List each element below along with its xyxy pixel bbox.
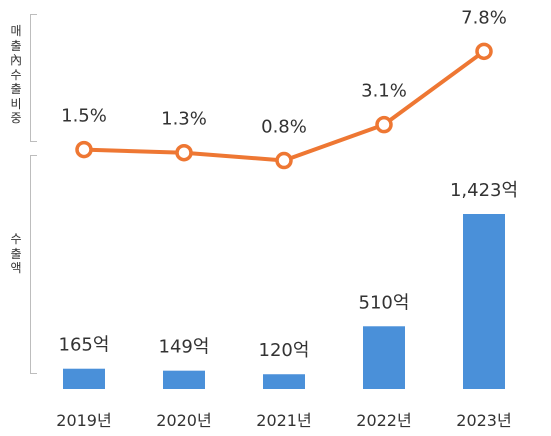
line-layer bbox=[75, 42, 493, 170]
x-tick-label: 2021년 bbox=[256, 411, 311, 430]
ratio-axis-bracket bbox=[30, 14, 37, 142]
bar bbox=[163, 370, 205, 389]
ratio-axis-label: 매출內수출비중 bbox=[9, 24, 22, 125]
x-tick-label: 2023년 bbox=[456, 411, 511, 430]
ratio-line bbox=[83, 49, 486, 163]
line-data-label: 0.8% bbox=[261, 117, 307, 138]
line-point bbox=[175, 143, 193, 162]
export-axis-bracket bbox=[30, 155, 37, 374]
bar bbox=[463, 214, 505, 389]
x-tick-label: 2022년 bbox=[356, 411, 411, 430]
line-data-label: 1.3% bbox=[161, 109, 207, 130]
labels-layer: 165억 149억 120억 510억 1,423억 1.5% 1.3% 0.8% 3.1% 7.… bbox=[59, 7, 519, 361]
bar-data-label: 1,423억 bbox=[450, 180, 518, 201]
x-tick-label: 2020년 bbox=[156, 411, 211, 430]
bar bbox=[363, 326, 405, 389]
line-data-label: 7.8% bbox=[461, 7, 507, 28]
bar-data-label: 120억 bbox=[259, 340, 310, 361]
bar bbox=[63, 368, 105, 389]
x-tick-label: 2019년 bbox=[56, 411, 111, 430]
line-point bbox=[75, 140, 93, 159]
line-data-label: 3.1% bbox=[361, 81, 407, 102]
line-point bbox=[375, 115, 393, 134]
bar bbox=[263, 374, 305, 389]
line-point bbox=[275, 151, 293, 170]
x-axis-ticks: 2019년 2020년 2021년 2022년 2023년 bbox=[56, 411, 511, 430]
line-data-label: 1.5% bbox=[61, 106, 107, 127]
bar-data-label: 510억 bbox=[359, 292, 410, 313]
bar-data-label: 149억 bbox=[159, 337, 210, 358]
bars-layer bbox=[63, 214, 505, 389]
bar-data-label: 165억 bbox=[59, 335, 110, 356]
line-point bbox=[475, 42, 493, 61]
export-axis-label: 수출액 bbox=[10, 232, 22, 275]
